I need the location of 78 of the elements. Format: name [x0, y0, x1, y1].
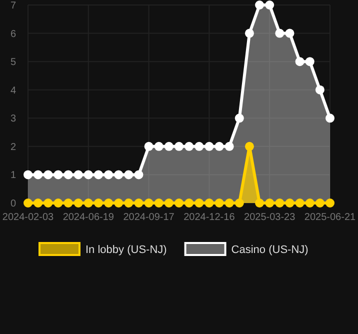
point — [94, 198, 103, 208]
point — [214, 142, 224, 151]
y-tick-label: 2 — [10, 142, 16, 153]
x-tick-label: 2025-06-21 — [304, 212, 356, 223]
point — [234, 114, 244, 123]
point — [114, 198, 124, 208]
point — [114, 170, 124, 180]
point — [244, 142, 254, 151]
point — [275, 28, 284, 38]
legend-label: Casino (US-NJ) — [231, 244, 308, 256]
x-tick-label: 2024-06-19 — [62, 212, 114, 223]
point — [255, 198, 264, 208]
point — [124, 198, 134, 208]
point — [174, 198, 184, 208]
y-tick-label: 1 — [10, 170, 16, 182]
point — [164, 142, 174, 151]
point — [326, 114, 334, 123]
point — [265, 0, 274, 10]
x-tick-label: 2024-09-17 — [123, 212, 175, 223]
y-tick-label: 3 — [10, 114, 16, 125]
point — [184, 142, 194, 151]
point — [285, 198, 294, 208]
point — [144, 142, 154, 151]
point — [34, 170, 43, 180]
point — [326, 198, 334, 208]
point — [24, 170, 32, 180]
point — [144, 198, 154, 208]
point — [154, 198, 164, 208]
point — [84, 170, 93, 180]
point — [94, 170, 103, 180]
point — [244, 28, 254, 38]
point — [24, 198, 32, 208]
point — [194, 142, 204, 151]
point — [255, 0, 264, 10]
point — [104, 170, 114, 180]
point — [204, 198, 214, 208]
y-tick-label: 7 — [10, 0, 16, 12]
point — [305, 198, 314, 208]
point — [295, 198, 304, 208]
point — [194, 198, 204, 208]
point — [214, 198, 224, 208]
point — [234, 198, 244, 208]
point — [54, 170, 63, 180]
point — [104, 198, 114, 208]
y-tick-label: 5 — [10, 57, 16, 68]
point — [315, 85, 324, 94]
point — [285, 28, 294, 38]
point — [124, 170, 134, 180]
point — [134, 170, 144, 180]
x-tick-label: 2024-12-16 — [184, 212, 236, 223]
point — [204, 142, 214, 151]
y-tick-label: 0 — [10, 198, 16, 210]
point — [154, 142, 164, 151]
point — [64, 198, 73, 208]
point — [54, 198, 63, 208]
point — [74, 198, 83, 208]
legend-label: In lobby (US-NJ) — [86, 244, 167, 256]
point — [275, 198, 284, 208]
point — [84, 198, 93, 208]
point — [184, 198, 194, 208]
point — [134, 198, 144, 208]
point — [174, 142, 184, 151]
y-tick-label: 4 — [10, 85, 16, 96]
point — [164, 198, 174, 208]
point — [224, 142, 234, 151]
x-tick-label: 2025-03-23 — [244, 212, 296, 223]
point — [315, 198, 324, 208]
point — [295, 57, 304, 66]
point — [305, 57, 314, 66]
point — [74, 170, 83, 180]
point — [224, 198, 234, 208]
point — [44, 170, 53, 180]
x-tick-label: 2024-02-03 — [2, 212, 54, 223]
point — [64, 170, 73, 180]
point — [265, 198, 274, 208]
point — [44, 198, 53, 208]
y-tick-label: 6 — [10, 28, 16, 40]
point — [34, 198, 43, 208]
